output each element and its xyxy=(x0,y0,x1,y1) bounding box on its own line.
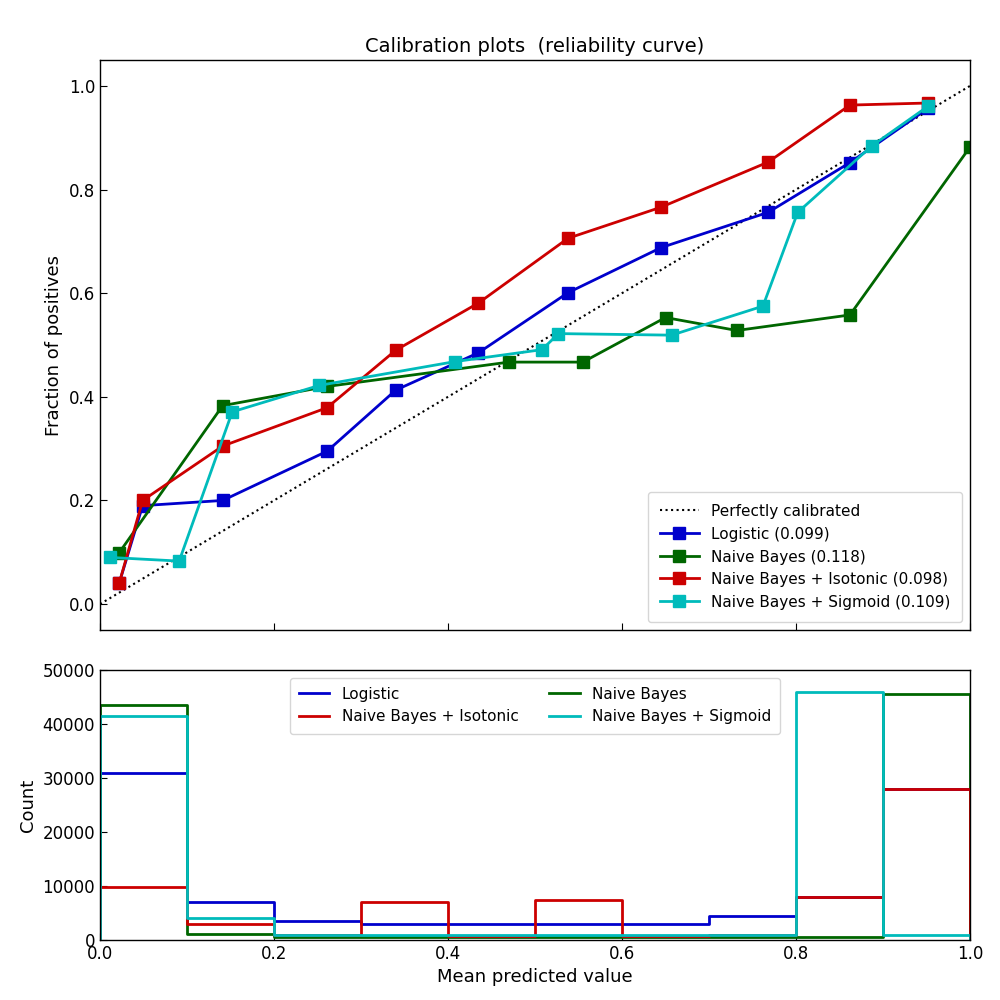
Logistic (0.099) xyxy=(562,287,574,299)
Logistic (0.099) xyxy=(390,384,402,396)
Naive Bayes + Sigmoid (0.109) xyxy=(757,300,769,312)
Naive Bayes + Isotonic (0.098) xyxy=(922,97,934,109)
Naive Bayes + Sigmoid (0.109) xyxy=(792,206,804,218)
Logistic (0.099) xyxy=(217,494,229,506)
Naive Bayes (0.118) xyxy=(844,309,856,321)
Line: Naive Bayes + Isotonic (0.098): Naive Bayes + Isotonic (0.098) xyxy=(114,97,934,589)
Naive Bayes (0.118) xyxy=(321,380,333,392)
Logistic (0.099) xyxy=(137,500,149,512)
Naive Bayes (0.118) xyxy=(964,141,976,153)
Title: Calibration plots  (reliability curve): Calibration plots (reliability curve) xyxy=(365,37,705,56)
Naive Bayes + Isotonic (0.098) xyxy=(217,440,229,452)
Logistic (0.099) xyxy=(321,445,333,457)
Naive Bayes + Sigmoid (0.109) xyxy=(104,551,116,563)
Naive Bayes + Sigmoid (0.109) xyxy=(666,329,678,341)
Naive Bayes + Sigmoid (0.109) xyxy=(313,379,325,391)
Naive Bayes + Sigmoid (0.109) xyxy=(552,328,564,340)
Legend: Perfectly calibrated, Logistic (0.099), Naive Bayes (0.118), Naive Bayes + Isoto: Perfectly calibrated, Logistic (0.099), … xyxy=(648,492,962,622)
Naive Bayes + Sigmoid (0.109) xyxy=(866,140,878,152)
Naive Bayes + Isotonic (0.098) xyxy=(390,344,402,356)
Logistic (0.099) xyxy=(655,242,667,254)
Naive Bayes + Isotonic (0.098) xyxy=(472,297,484,309)
Naive Bayes (0.118) xyxy=(660,312,672,324)
Naive Bayes (0.118) xyxy=(503,356,515,368)
Logistic (0.099) xyxy=(762,206,774,218)
Naive Bayes + Sigmoid (0.109) xyxy=(536,344,548,356)
Logistic (0.099) xyxy=(472,347,484,359)
Naive Bayes (0.118) xyxy=(113,547,125,559)
Naive Bayes + Sigmoid (0.109) xyxy=(922,100,934,112)
Naive Bayes (0.118) xyxy=(577,356,589,368)
Y-axis label: Count: Count xyxy=(19,778,37,832)
Naive Bayes + Sigmoid (0.109) xyxy=(449,356,461,368)
Naive Bayes + Isotonic (0.098) xyxy=(562,232,574,244)
Naive Bayes + Isotonic (0.098) xyxy=(762,156,774,168)
Logistic (0.099) xyxy=(922,102,934,114)
Logistic (0.099) xyxy=(844,157,856,169)
Naive Bayes + Isotonic (0.098) xyxy=(113,577,125,589)
Line: Naive Bayes + Sigmoid (0.109): Naive Bayes + Sigmoid (0.109) xyxy=(105,101,934,567)
Naive Bayes + Isotonic (0.098) xyxy=(844,99,856,111)
Y-axis label: Fraction of positives: Fraction of positives xyxy=(45,254,63,436)
Naive Bayes (0.118) xyxy=(731,324,743,336)
Line: Naive Bayes (0.118): Naive Bayes (0.118) xyxy=(114,141,976,558)
Legend: Logistic, Naive Bayes + Isotonic, Naive Bayes, Naive Bayes + Sigmoid: Logistic, Naive Bayes + Isotonic, Naive … xyxy=(290,678,780,734)
Line: Logistic (0.099): Logistic (0.099) xyxy=(114,103,934,589)
Naive Bayes (0.118) xyxy=(217,400,229,412)
Naive Bayes + Sigmoid (0.109) xyxy=(226,406,238,418)
Naive Bayes + Isotonic (0.098) xyxy=(137,494,149,506)
Naive Bayes + Isotonic (0.098) xyxy=(321,402,333,414)
Naive Bayes + Sigmoid (0.109) xyxy=(173,555,185,567)
X-axis label: Mean predicted value: Mean predicted value xyxy=(437,968,633,986)
Logistic (0.099) xyxy=(113,577,125,589)
Naive Bayes + Isotonic (0.098) xyxy=(655,201,667,213)
